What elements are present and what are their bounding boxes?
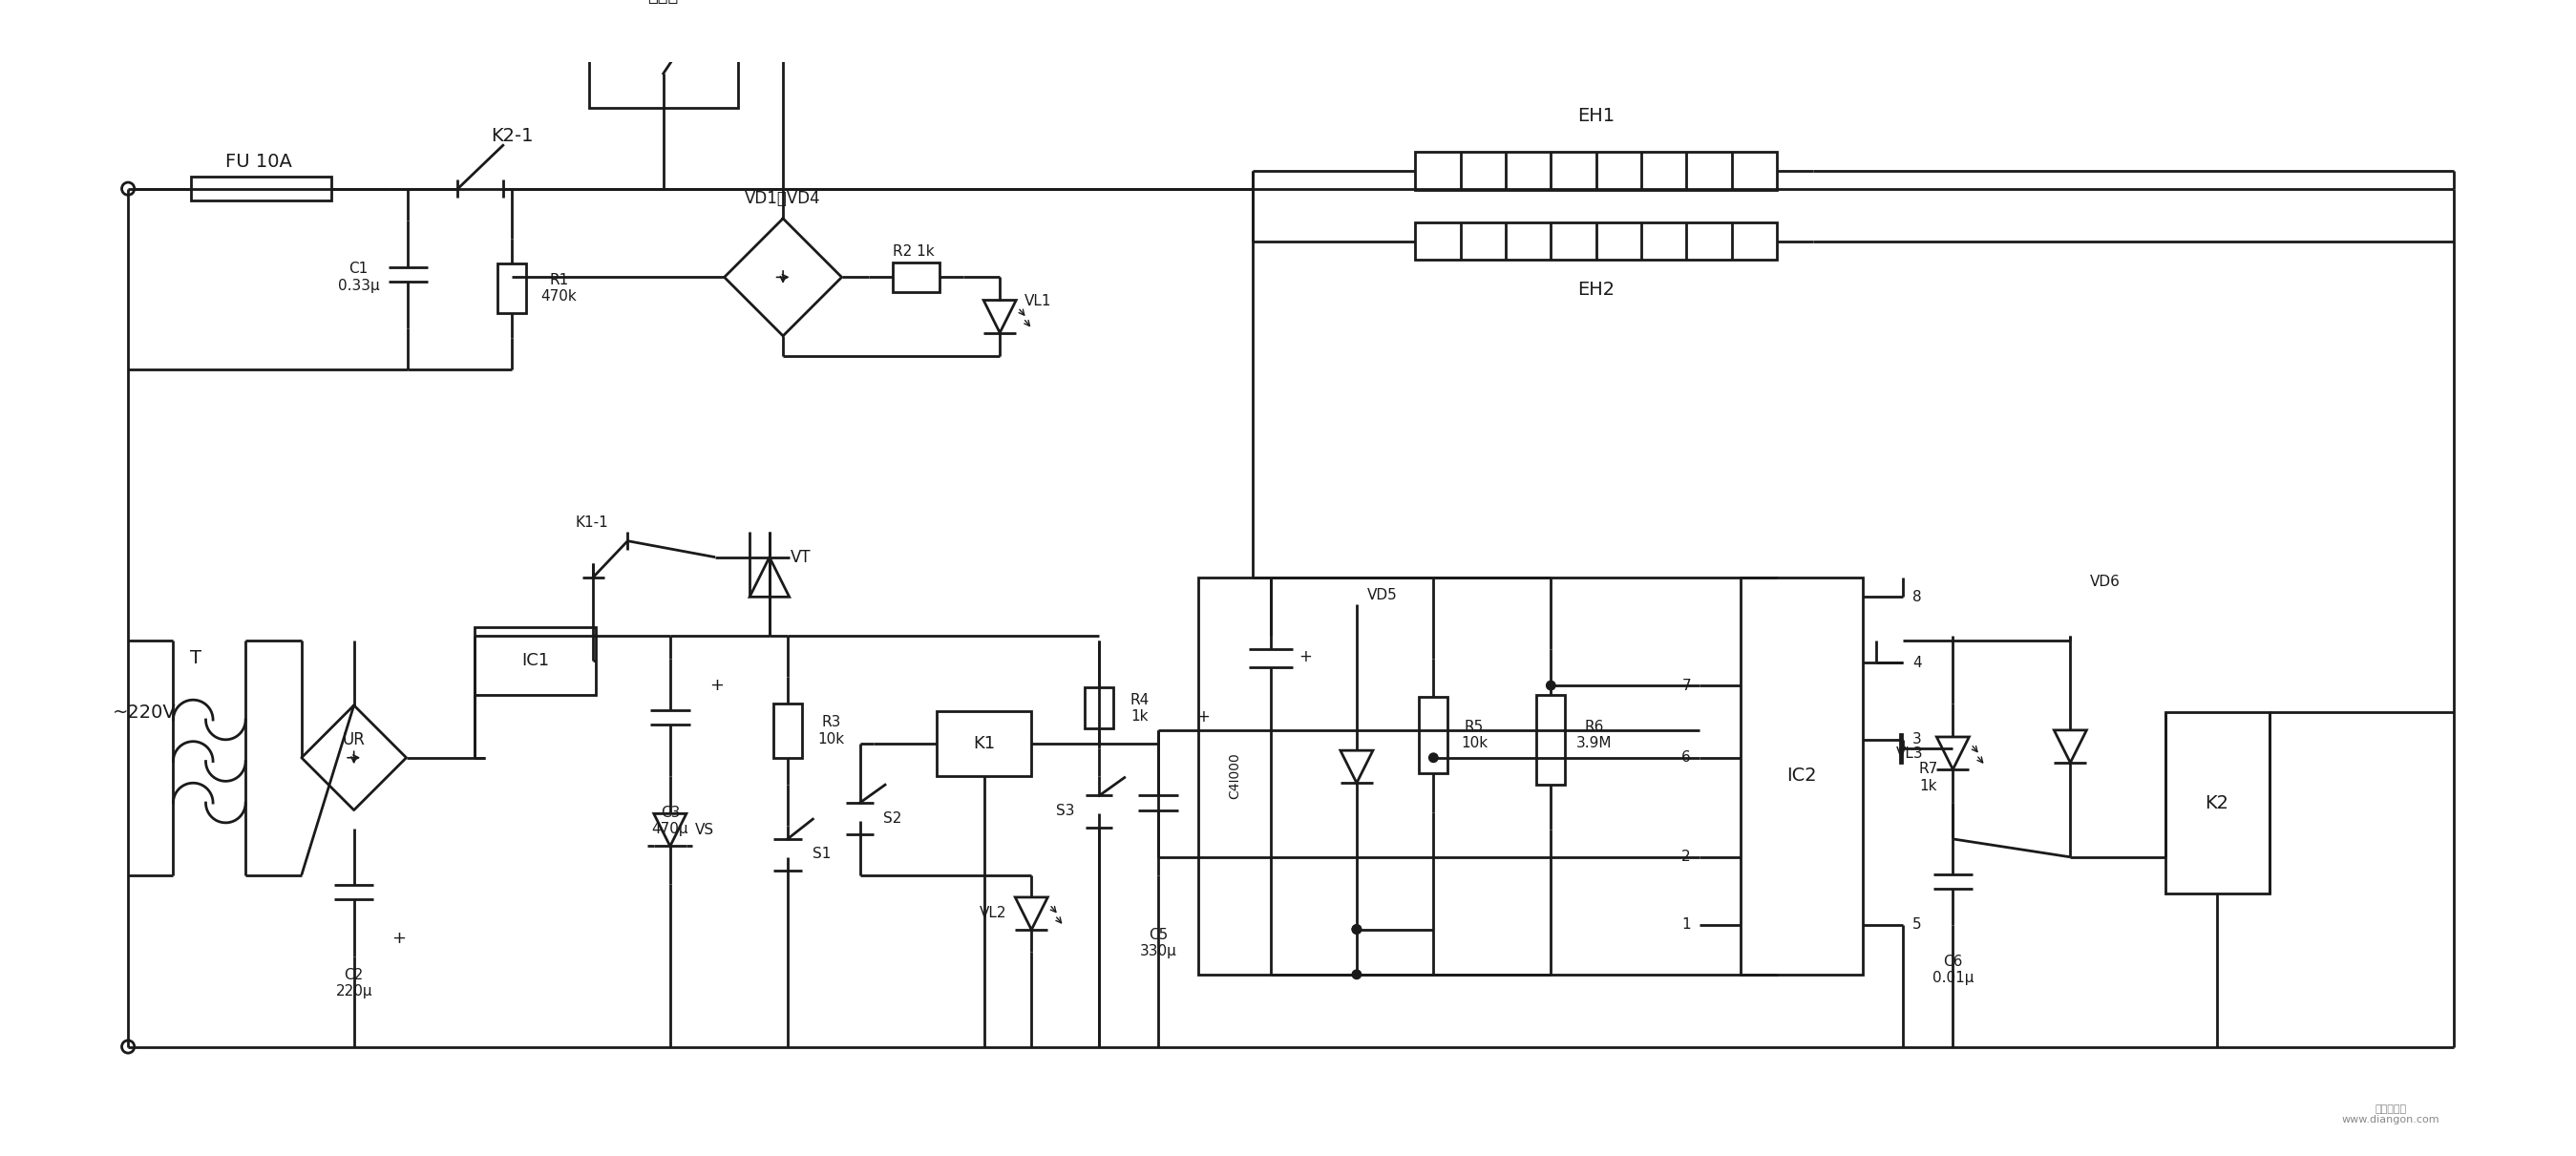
Text: S3: S3 bbox=[1056, 803, 1074, 818]
Text: 6: 6 bbox=[1682, 750, 1690, 765]
Text: 4: 4 bbox=[1911, 655, 1922, 670]
Bar bbox=[474, 627, 595, 695]
Bar bbox=[191, 177, 332, 200]
Text: C6
0.01μ: C6 0.01μ bbox=[1932, 955, 1973, 985]
Polygon shape bbox=[1340, 750, 1373, 783]
Polygon shape bbox=[1937, 736, 1968, 770]
Text: K2: K2 bbox=[2205, 794, 2228, 812]
Circle shape bbox=[1546, 681, 1556, 690]
Text: 3: 3 bbox=[1911, 733, 1922, 747]
Polygon shape bbox=[2053, 731, 2087, 763]
Text: S1: S1 bbox=[811, 847, 832, 861]
Polygon shape bbox=[1015, 897, 1048, 929]
Text: +: + bbox=[711, 677, 724, 694]
Text: 温控器: 温控器 bbox=[649, 0, 677, 5]
Circle shape bbox=[121, 1040, 134, 1053]
Polygon shape bbox=[654, 814, 685, 846]
Text: 5: 5 bbox=[1911, 918, 1922, 932]
Text: EH2: EH2 bbox=[1577, 281, 1615, 299]
Text: 电工电气网
www.diangon.com: 电工电气网 www.diangon.com bbox=[2342, 1104, 2439, 1125]
Text: +: + bbox=[1195, 709, 1211, 726]
Bar bbox=[773, 704, 801, 757]
Text: C3
470μ: C3 470μ bbox=[652, 806, 688, 837]
Text: R3
10k: R3 10k bbox=[817, 716, 845, 746]
Bar bbox=[938, 711, 1030, 776]
Text: R6
3.9M: R6 3.9M bbox=[1577, 720, 1613, 750]
Text: T: T bbox=[191, 650, 201, 667]
Text: C2
220μ: C2 220μ bbox=[335, 968, 374, 999]
Polygon shape bbox=[750, 557, 788, 596]
Text: FU 10A: FU 10A bbox=[227, 153, 294, 171]
Text: IC2: IC2 bbox=[1788, 766, 1816, 785]
Bar bbox=[891, 262, 940, 291]
Text: 2: 2 bbox=[1682, 850, 1690, 865]
Text: R5
10k: R5 10k bbox=[1461, 720, 1486, 750]
Bar bbox=[1535, 695, 1566, 785]
Text: VD5: VD5 bbox=[1368, 588, 1399, 602]
Bar bbox=[1414, 151, 1777, 190]
Text: VL3: VL3 bbox=[1896, 746, 1924, 761]
Bar bbox=[1419, 697, 1448, 773]
Bar bbox=[497, 264, 526, 313]
Text: VL2: VL2 bbox=[979, 906, 1007, 920]
Text: K1-1: K1-1 bbox=[574, 516, 608, 531]
Text: VD1～VD4: VD1～VD4 bbox=[744, 190, 822, 207]
Text: R1
470k: R1 470k bbox=[541, 273, 577, 304]
Text: C4Ⅰ000: C4Ⅰ000 bbox=[1229, 753, 1242, 799]
Bar bbox=[1741, 577, 1862, 975]
Text: UR: UR bbox=[343, 731, 366, 748]
Circle shape bbox=[1352, 925, 1360, 934]
Text: R7
1k: R7 1k bbox=[1919, 762, 1937, 793]
Bar bbox=[1084, 688, 1113, 728]
Polygon shape bbox=[984, 301, 1015, 333]
Text: ~220V: ~220V bbox=[113, 704, 175, 721]
Bar bbox=[2166, 712, 2269, 894]
Bar bbox=[590, 13, 737, 108]
Text: 8: 8 bbox=[1911, 590, 1922, 605]
Text: K1: K1 bbox=[974, 735, 994, 751]
Text: +: + bbox=[1298, 649, 1311, 665]
Text: +: + bbox=[392, 929, 407, 947]
Text: R4
1k: R4 1k bbox=[1131, 692, 1149, 724]
Text: 1: 1 bbox=[1682, 918, 1690, 932]
Circle shape bbox=[1352, 925, 1360, 934]
Text: R2 1k: R2 1k bbox=[894, 245, 935, 259]
Text: 7: 7 bbox=[1682, 679, 1690, 692]
Text: VT: VT bbox=[791, 549, 811, 565]
Circle shape bbox=[1430, 754, 1437, 762]
Circle shape bbox=[1352, 970, 1360, 979]
Circle shape bbox=[121, 183, 134, 195]
Text: EH1: EH1 bbox=[1577, 108, 1615, 126]
Text: C1
0.33μ: C1 0.33μ bbox=[337, 261, 379, 292]
Text: IC1: IC1 bbox=[520, 652, 549, 669]
Text: S2: S2 bbox=[884, 812, 902, 825]
Bar bbox=[1198, 577, 1777, 975]
Text: VS: VS bbox=[696, 823, 714, 837]
Text: VL1: VL1 bbox=[1025, 295, 1051, 309]
Text: K2-1: K2-1 bbox=[492, 127, 533, 146]
Text: C5
330μ: C5 330μ bbox=[1139, 927, 1177, 958]
Text: VD6: VD6 bbox=[2089, 575, 2120, 588]
Bar bbox=[1414, 222, 1777, 260]
